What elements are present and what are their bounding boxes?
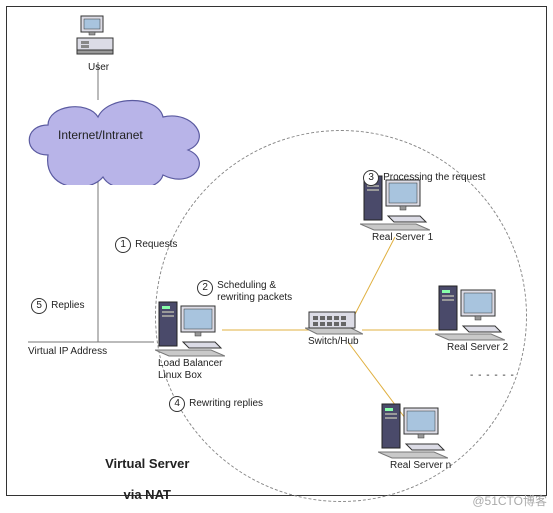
annot-requests-text: Requests [135, 239, 177, 250]
annot-processing: 3 Processing the request [352, 158, 485, 198]
diagram-frame [6, 6, 547, 496]
circ-3: 3 [363, 170, 379, 186]
user-label: User [88, 62, 109, 74]
circ-1: 1 [115, 237, 131, 253]
annot-replies: 5 Replies [20, 286, 84, 326]
server-label-2: Real Server 2 [447, 342, 508, 354]
circ-2: 2 [197, 280, 213, 296]
annot-processing-text: Processing the request [383, 172, 485, 183]
annot-rewriting: 4 Rewriting replies [158, 384, 263, 424]
annot-scheduling-text: Scheduling & rewriting packets [217, 280, 292, 304]
cloud-label: Internet/Intranet [58, 128, 143, 142]
server-label-3: Real Server n [390, 460, 451, 472]
server-icon-2 [435, 282, 505, 347]
circ-5: 5 [31, 298, 47, 314]
vip-label: Virtual IP Address [28, 346, 107, 358]
user-icon [75, 14, 121, 60]
diagram-canvas: Internet/Intranet User Load Balancer Lin… [0, 0, 553, 513]
server-label-1: Real Server 1 [372, 232, 433, 244]
server-icon-3 [378, 400, 448, 465]
switch-icon [305, 310, 363, 338]
ellipsis: - - - - - - [470, 370, 515, 382]
load-balancer-label: Load Balancer Linux Box [158, 358, 223, 382]
title-line-2: via NAT [124, 487, 171, 502]
annot-requests: 1 Requests [104, 225, 177, 265]
diagram-title: Virtual Server via NAT [80, 440, 200, 513]
watermark: @51CTO博客 [472, 492, 547, 509]
title-line-1: Virtual Server [105, 456, 189, 471]
switch-label: Switch/Hub [308, 336, 359, 348]
circ-4: 4 [169, 396, 185, 412]
annot-scheduling: 2Scheduling & rewriting packets [186, 268, 292, 316]
annot-rewriting-text: Rewriting replies [189, 398, 263, 409]
annot-replies-text: Replies [51, 300, 84, 311]
